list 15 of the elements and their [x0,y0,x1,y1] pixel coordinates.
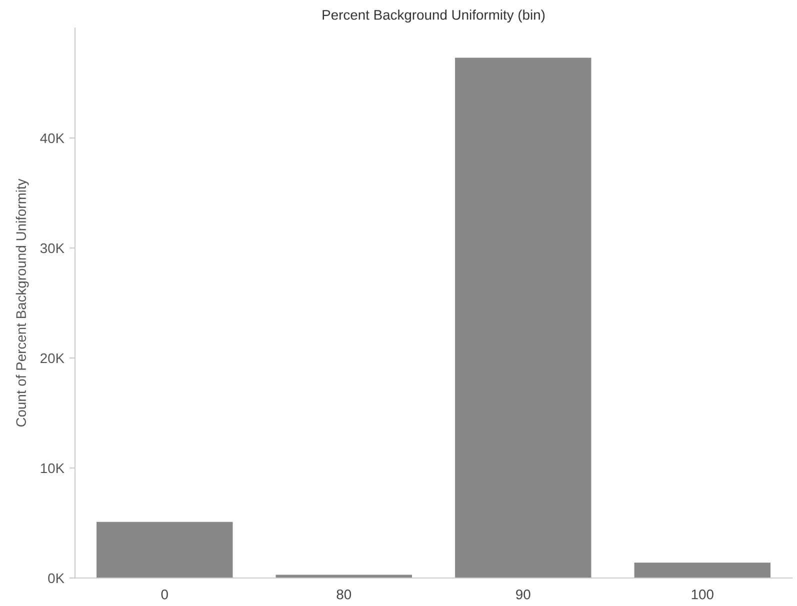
bar [634,562,770,578]
bar [455,58,592,578]
y-tick-label: 30K [40,243,64,254]
y-tick-label: 10K [40,463,64,474]
bar [276,574,412,578]
x-tick-label: 90 [516,589,530,600]
y-tick-label: 0K [48,573,64,584]
bar [96,522,233,578]
x-tick-label: 0 [161,589,168,600]
chart-title: Percent Background Uniformity (bin) [322,10,545,23]
x-tick-label: 80 [336,589,352,600]
y-tick-label: 20K [40,353,64,364]
y-tick-label: 40K [40,133,64,144]
y-axis-title: Count of Percent Background Uniformity [16,178,29,427]
x-tick-label: 100 [692,589,714,600]
